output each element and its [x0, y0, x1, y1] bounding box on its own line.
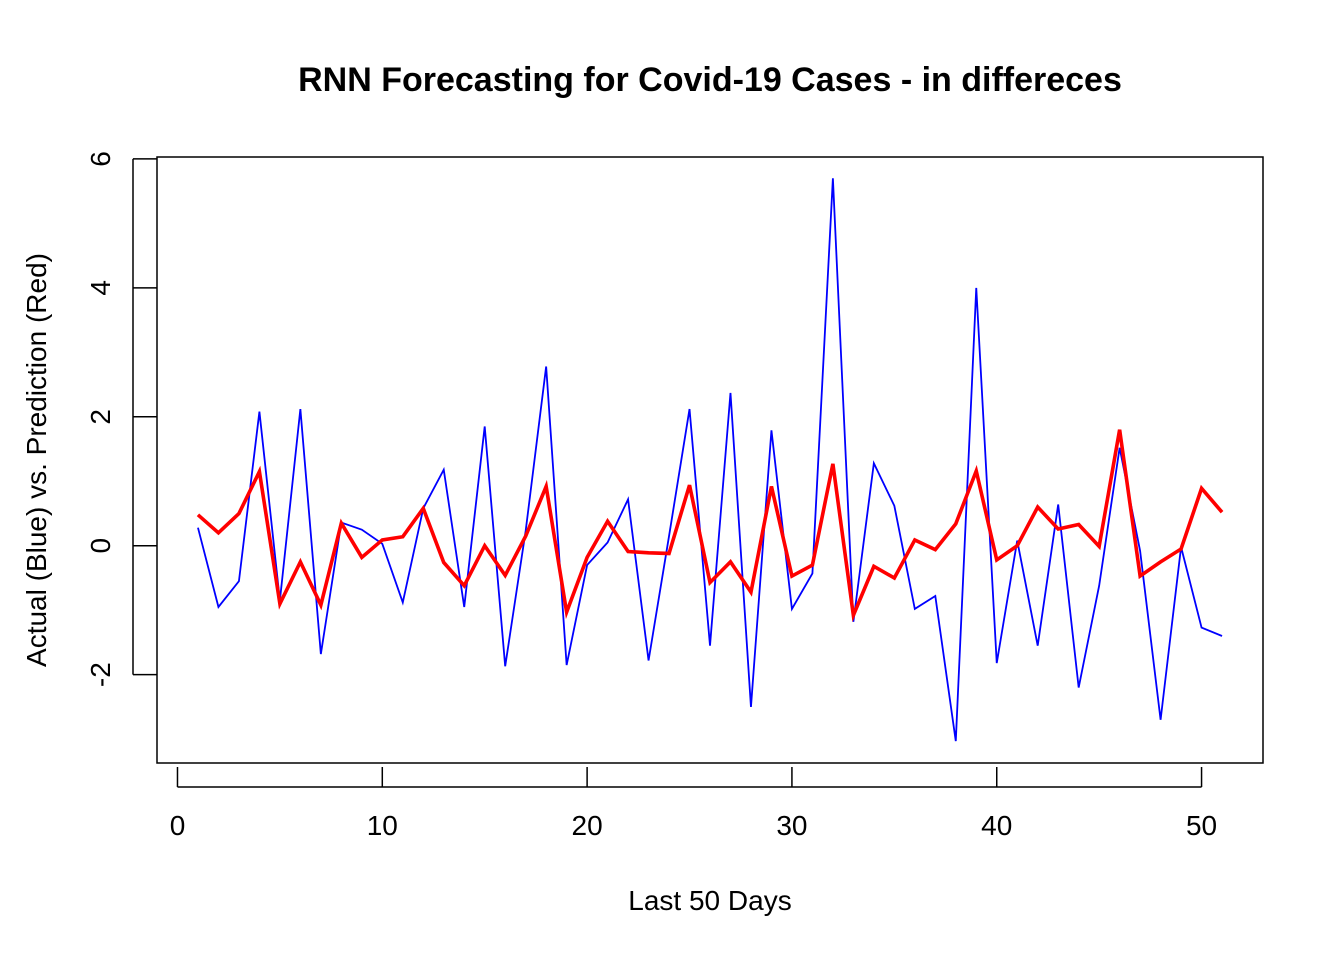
actual-series-line [197, 178, 1223, 742]
series-layer [196, 178, 1224, 742]
y-tick-label: 2 [85, 409, 116, 425]
x-tick-label: 0 [170, 810, 186, 841]
x-axis-label: Last 50 Days [628, 885, 791, 916]
prediction-series-line [196, 429, 1224, 623]
y-axis: -2 0 2 4 6 [85, 151, 157, 687]
y-tick-label: 4 [85, 280, 116, 296]
chart-title: RNN Forecasting for Covid-19 Cases - in … [298, 61, 1122, 99]
plot-area [156, 156, 1264, 764]
y-tick-label: 6 [85, 151, 116, 167]
y-tick-label: 0 [85, 538, 116, 554]
x-tick-label: 10 [367, 810, 398, 841]
y-tick-label: -2 [85, 662, 116, 687]
x-tick-label: 20 [572, 810, 603, 841]
x-axis: 0 10 20 30 40 50 [170, 767, 1217, 841]
x-tick-label: 30 [776, 810, 807, 841]
y-axis-label: Actual (Blue) vs. Prediction (Red) [21, 253, 52, 667]
x-tick-label: 50 [1186, 810, 1217, 841]
x-tick-label: 40 [981, 810, 1012, 841]
